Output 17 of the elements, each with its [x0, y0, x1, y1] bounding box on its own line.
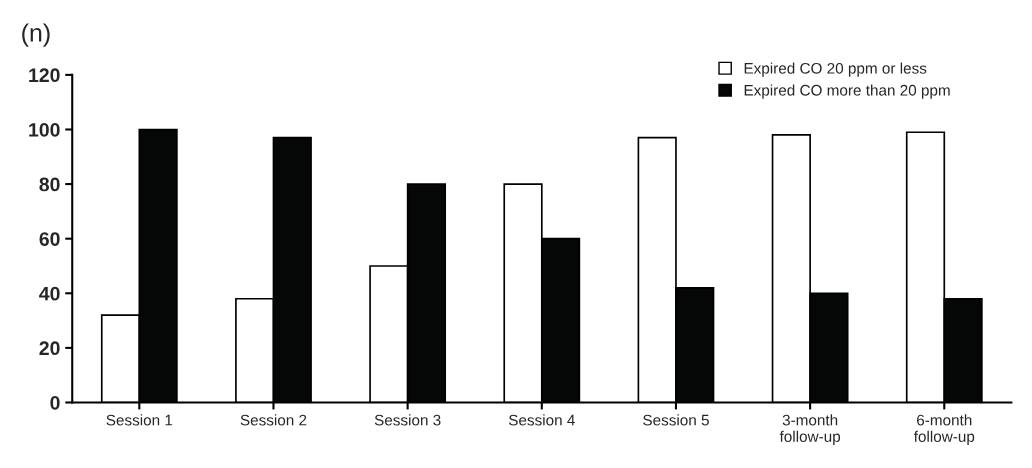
x-tick-label: Session 1	[106, 414, 173, 426]
y-tick-label: 40	[39, 286, 60, 301]
x-tick-label: 6-month follow-up	[913, 414, 975, 445]
y-tick-label: 60	[39, 232, 60, 246]
legend-label: Expired CO more than 20 ppm	[744, 84, 950, 99]
x-tick-label: Session 3	[374, 414, 441, 426]
y-axis-title: (n)	[22, 23, 50, 47]
y-tick-label: 20	[39, 341, 60, 356]
x-tick-label: 3-month follow-up	[779, 414, 841, 445]
y-tick-label: 80	[39, 177, 60, 192]
legend-label: Expired CO 20 ppm or less	[744, 62, 927, 77]
x-tick-label: Session 2	[240, 414, 307, 426]
x-tick-label: Session 4	[508, 414, 575, 426]
y-tick-label: 100	[29, 122, 60, 137]
y-tick-label: 0	[50, 395, 60, 410]
y-tick-label: 120	[29, 68, 60, 83]
x-tick-label: Session 5	[643, 414, 709, 426]
